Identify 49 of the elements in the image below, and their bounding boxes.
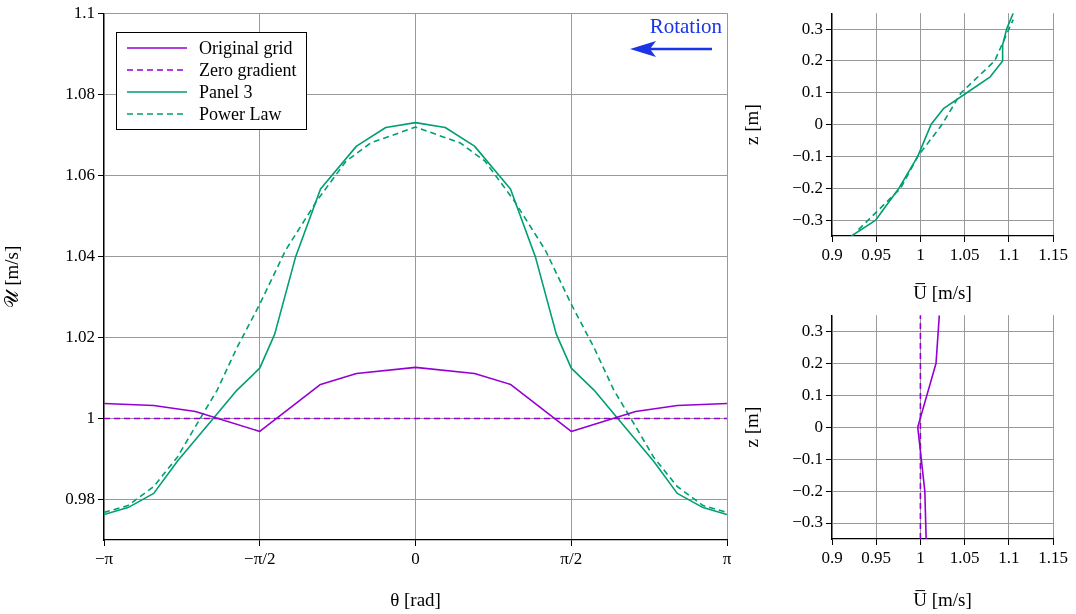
x-axis-title: θ [rad] (390, 588, 441, 610)
x-axis-title: U̅ [m/s] (913, 281, 972, 303)
x-tick-label: π (722, 548, 732, 568)
y-tick-label: 1.02 (65, 326, 95, 346)
x-tick-label: 0 (411, 548, 420, 568)
y-tick-label: −0.1 (792, 145, 823, 165)
y-tick-label: 0 (814, 416, 823, 436)
legend-label: Zero gradient (199, 59, 297, 81)
y-tick-label: −0.3 (792, 512, 823, 532)
y-tick-label: 0.3 (801, 18, 823, 38)
y-axis-title: 𝒰 [m/s] (1, 245, 23, 308)
x-tick-label: 1 (916, 244, 925, 264)
y-tick-label: 0.2 (801, 352, 823, 372)
x-tick-label: 1.1 (998, 547, 1020, 567)
x-tick-label: 0.95 (861, 547, 892, 567)
x-tick-label: 1.1 (998, 244, 1020, 264)
x-tick-label: 0.95 (861, 244, 892, 264)
y-tick-label: 0.1 (801, 384, 823, 404)
y-tick-label: 1.1 (73, 2, 95, 22)
annotation: Rotation (649, 14, 723, 39)
y-tick-label: 0.1 (801, 82, 823, 102)
legend-label: Power Law (199, 103, 282, 125)
y-tick-label: −0.2 (792, 177, 823, 197)
x-tick-label: 1.05 (949, 244, 980, 264)
x-tick-label: −π/2 (244, 548, 276, 568)
x-tick-label: 0.9 (821, 547, 843, 567)
y-tick-label: 0.3 (801, 320, 823, 340)
y-tick-label: 0.2 (801, 50, 823, 70)
y-tick-label: −0.1 (792, 448, 823, 468)
x-tick-label: 1.15 (1038, 244, 1068, 264)
x-tick-label: 0.9 (821, 244, 843, 264)
y-tick-label: 1.06 (65, 164, 95, 184)
y-tick-label: 1 (86, 407, 95, 427)
legend-label: Original grid (199, 37, 293, 59)
x-tick-label: 1 (916, 547, 925, 567)
x-axis-title: U̅ [m/s] (913, 588, 972, 610)
y-tick-label: 1.04 (65, 245, 96, 265)
x-tick-label: −π (94, 548, 114, 568)
legend-label: Panel 3 (199, 81, 253, 103)
y-tick-label: −0.2 (792, 480, 823, 500)
y-tick-label: 0 (814, 114, 823, 134)
x-tick-label: 1.15 (1038, 547, 1068, 567)
y-axis-title: z [m] (741, 104, 763, 145)
y-tick-label: 1.08 (65, 83, 95, 103)
y-axis-title: z [m] (741, 406, 763, 448)
y-tick-label: 0.98 (65, 488, 95, 508)
y-tick-label: −0.3 (792, 209, 823, 229)
x-tick-label: π/2 (560, 548, 583, 568)
x-tick-label: 1.05 (949, 547, 980, 567)
